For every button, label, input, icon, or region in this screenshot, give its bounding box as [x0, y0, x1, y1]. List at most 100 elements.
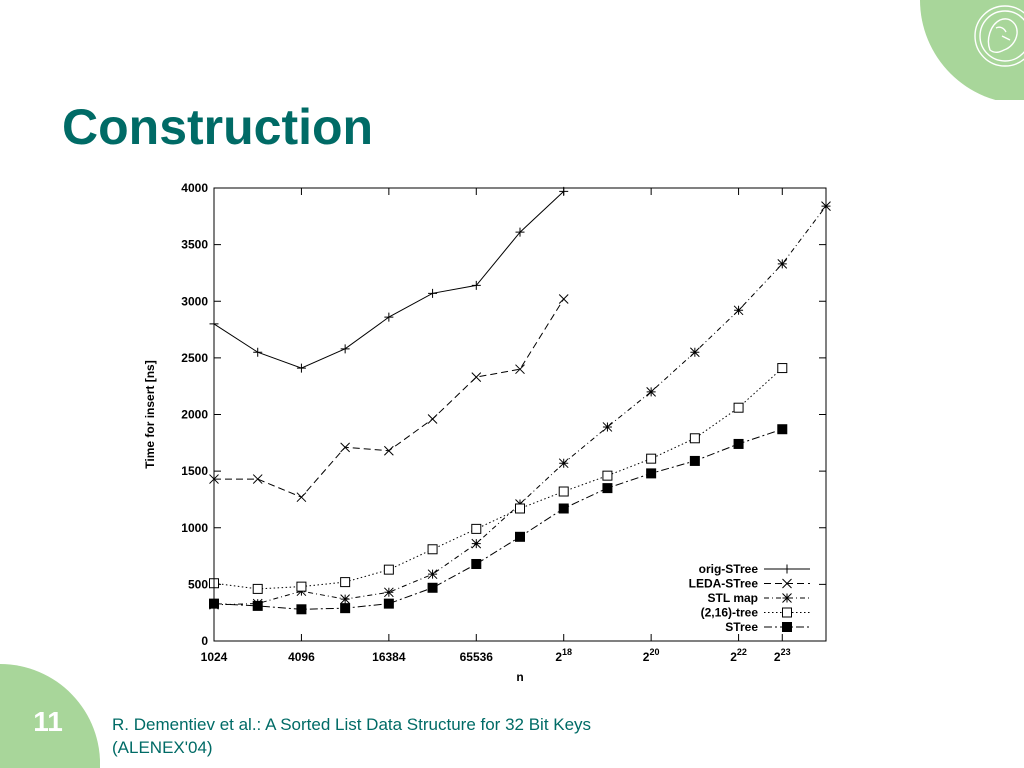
data-point: [384, 312, 394, 322]
citation: R. Dementiev et al.: A Sorted List Data …: [112, 713, 732, 759]
data-point: [646, 453, 657, 464]
data-point: [733, 305, 744, 316]
citation-line-1: R. Dementiev et al.: A Sorted List Data …: [112, 715, 592, 734]
data-point: [252, 583, 263, 594]
data-point: [558, 294, 569, 304]
x-tick-label: 16384: [372, 650, 406, 664]
x-tick-label: 222: [730, 647, 747, 664]
data-point: [471, 523, 482, 534]
insert-time-chart: 0 500 1000 1500 2000 2500 3000 3500 4000 1024 4096…: [143, 181, 831, 684]
series-leda-stree: [209, 294, 569, 503]
emblem-icon: [974, 5, 1024, 67]
data-point: [558, 486, 569, 497]
data-point: [777, 424, 788, 435]
series-line: [214, 298, 565, 498]
x-tick-label: 223: [774, 647, 791, 664]
data-point: [428, 288, 438, 298]
data-point: [427, 569, 438, 580]
logo-corner-shape: [920, 0, 1024, 100]
legend-label: STree: [725, 620, 758, 634]
axis-ticks: 0 500 1000 1500 2000 2500 3000 3500 4000 1024 4096…: [181, 181, 826, 664]
data-point: [340, 442, 350, 453]
y-tick-label: 3000: [181, 294, 208, 308]
data-point: [427, 414, 438, 424]
data-point: [471, 558, 482, 569]
data-point: [733, 438, 744, 449]
data-point: [471, 538, 482, 549]
data-point: [471, 280, 481, 290]
series-line: [213, 428, 783, 610]
series-layer: [209, 186, 831, 615]
legend-marker: [782, 593, 792, 603]
y-tick-label: 0: [201, 634, 208, 648]
y-tick-label: 500: [188, 577, 208, 591]
logo-corner: [920, 0, 1024, 100]
data-point: [427, 582, 438, 593]
legend-marker: [782, 578, 792, 589]
data-point: [340, 603, 351, 614]
series-line: [213, 367, 783, 590]
data-point: [384, 587, 394, 598]
series-line: [213, 191, 565, 369]
data-point: [252, 600, 263, 611]
data-point: [340, 594, 350, 604]
data-point: [646, 468, 657, 479]
data-point: [602, 470, 613, 481]
legend-label: LEDA-STree: [689, 577, 759, 591]
data-point: [690, 347, 700, 358]
legend-label: orig-STree: [699, 562, 759, 576]
data-point: [471, 372, 482, 382]
data-point: [427, 544, 438, 555]
data-point: [340, 344, 350, 354]
data-point: [777, 363, 788, 374]
series-stree: [209, 424, 788, 615]
data-point: [296, 581, 307, 592]
data-point: [515, 227, 525, 237]
data-point: [515, 531, 525, 542]
data-point: [383, 564, 394, 575]
data-point: [602, 483, 613, 494]
legend-label: (2,16)-tree: [701, 606, 759, 620]
data-point: [689, 433, 700, 444]
y-axis-label: Time for insert [ns]: [143, 360, 157, 468]
page-number: 11: [33, 706, 63, 737]
data-point: [296, 604, 307, 615]
data-point: [515, 364, 525, 375]
citation-line-2: (ALENEX'04): [112, 738, 213, 757]
x-tick-label: 218: [555, 647, 572, 664]
y-tick-label: 2000: [181, 408, 208, 422]
legend-marker: [782, 564, 792, 574]
data-point: [733, 402, 744, 413]
x-tick-label: 220: [643, 647, 660, 664]
x-tick-label: 65536: [460, 650, 494, 664]
y-tick-label: 1500: [181, 464, 208, 478]
y-tick-label: 4000: [181, 181, 208, 195]
y-tick-label: 1000: [181, 521, 208, 535]
data-point: [646, 386, 656, 397]
page-corner-shape: [0, 664, 100, 768]
data-point: [558, 503, 569, 514]
x-tick-label: 4096: [288, 650, 315, 664]
data-point: [384, 445, 394, 456]
data-point: [252, 474, 263, 484]
data-point: [296, 363, 306, 373]
legend-label: STL map: [708, 591, 758, 605]
y-tick-label: 3500: [181, 238, 208, 252]
legend-marker: [782, 607, 792, 618]
data-point: [340, 577, 351, 588]
plot-frame: [213, 187, 827, 642]
x-tick-label: 1024: [201, 650, 228, 664]
data-point: [777, 259, 788, 269]
data-point: [296, 492, 307, 503]
y-tick-label: 2500: [181, 351, 208, 365]
slide-title: Construction: [62, 99, 374, 155]
data-point: [383, 598, 394, 609]
data-point: [689, 455, 700, 466]
series--2-16-tree: [209, 363, 788, 594]
page-corner: [0, 664, 100, 768]
data-point: [602, 422, 613, 432]
data-point: [558, 458, 569, 469]
legend-marker: [782, 622, 792, 632]
data-point: [515, 503, 525, 514]
